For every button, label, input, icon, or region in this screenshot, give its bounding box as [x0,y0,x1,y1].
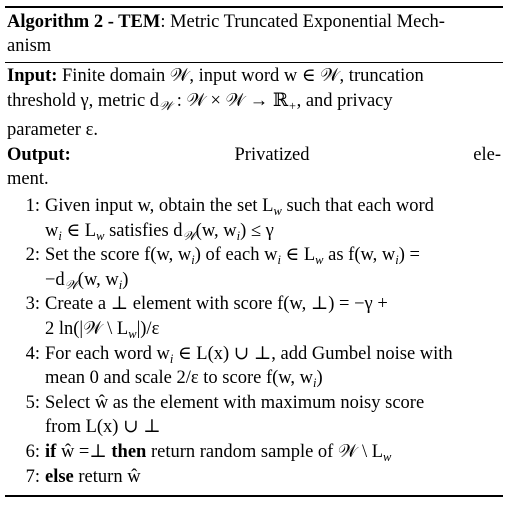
output-word-1: Privatized [234,144,310,165]
keyword-if: if [45,441,57,462]
input-sub-2: + [288,98,297,113]
input-line-1: Input: Finite domain 𝒲, input word w ∈ 𝒲… [7,64,501,89]
step-3: 3: Create a ⊥ element with score f(w, ⊥)… [5,292,503,341]
step-text: ŵ =⊥ [56,441,112,462]
input-label: Input: [7,66,58,86]
keyword-else: else [45,466,74,487]
step-number: 5: [25,392,40,413]
output-line-1: Output: Privatized ele- [7,143,501,168]
step-text: (w, w [77,269,119,290]
step-sub: i [169,351,174,366]
step-number: 4: [25,343,40,364]
step-text: ) [122,269,129,290]
step-2: 2: Set the score f(w, wi) of each wi ∈ L… [5,243,503,292]
step-number: 7: [25,466,40,487]
step-sub: i [277,253,281,268]
step-sub: i [191,253,195,268]
step-5-line-2: from L(x) ∪ ⊥ [45,417,161,438]
step-5: 5: Select ŵ as the element with maximum … [5,391,503,440]
step-7-line-1: else return ŵ [45,465,503,490]
step-3-line-1: Create a ⊥ element with score f(w, ⊥) = … [45,294,388,315]
step-text: ∈ L(x) ∪ ⊥, add Gumbel noise with [173,343,453,364]
output-line-2: ment. [7,169,49,189]
step-1-line-2: wi ∈ Lw satisfies d𝒲(w, wi) ≤ γ [45,219,503,244]
step-sub: i [395,253,399,268]
step-text: mean 0 and scale 2/ε to score f(w, w [45,368,314,389]
step-number: 3: [25,294,40,315]
step-2-line-2: −d𝒲(w, wi) [45,268,503,293]
step-sub: w [128,326,137,341]
input-sub-1: 𝒲 [159,98,173,113]
keyword-then: then [111,441,147,462]
step-text: (w, w [195,220,237,241]
step-sub: i [118,277,123,292]
step-text: return ŵ [73,466,141,487]
step-text: |)/ε [136,318,160,339]
input-text-2: threshold γ, metric d [7,90,160,111]
step-4-line-2: mean 0 and scale 2/ε to score f(w, wi) [45,366,503,391]
step-text: as f(w, w [323,245,396,266]
step-5-line-1: Select ŵ as the element with maximum noi… [45,392,425,413]
step-text: For each word w [45,343,170,364]
step-sub: i [236,228,241,243]
io-block: Input: Finite domain 𝒲, input word w ∈ 𝒲… [7,64,501,192]
step-sub: 𝒲 [64,277,78,292]
algorithm-title: : Metric Truncated Exponential Mech- [160,12,445,32]
step-sub: w [315,253,324,268]
bottom-rule [5,495,503,497]
step-6: 6: if ŵ =⊥ then return random sample of … [5,440,503,465]
step-number: 1: [25,196,40,216]
algorithm-steps: 1: Given input w, obtain the set Lw such… [5,194,503,489]
algorithm-label: Algorithm 2 - TEM [7,12,161,32]
input-text-2c: , and privacy [296,90,393,111]
step-4: 4: For each word wi ∈ L(x) ∪ ⊥, add Gumb… [5,342,503,391]
step-sub: w [383,449,392,464]
input-line-2: threshold γ, metric d𝒲 : 𝒲 × 𝒲 → ℝ+, and… [7,89,501,119]
step-text: ) of each w [194,245,278,266]
step-text: ) [316,368,323,389]
input-text-1: Finite domain 𝒲, input word w ∈ 𝒲, trunc… [57,66,424,86]
step-text: w [45,220,59,241]
input-text-2b: : 𝒲 × 𝒲 → ℝ [172,90,289,111]
step-text: such that each word [281,196,434,216]
output-word-2: ele- [473,144,501,165]
step-text: ) = [398,245,420,266]
step-7: 7: else return ŵ [5,465,503,490]
step-4-line-1: For each word wi ∈ L(x) ∪ ⊥, add Gumbel … [45,342,503,367]
algorithm-box: Algorithm 2 - TEM: Metric Truncated Expo… [5,6,503,497]
step-2-line-1: Set the score f(w, wi) of each wi ∈ Lw a… [45,243,503,268]
step-text: 2 ln(|𝒲 \ L [45,318,129,339]
algorithm-caption: Algorithm 2 - TEM: Metric Truncated Expo… [7,10,501,58]
step-text: ) ≤ γ [240,220,274,241]
output-label: Output: [7,144,71,165]
step-sub: w [96,228,105,243]
step-text: −d [45,269,65,290]
step-1: 1: Given input w, obtain the set Lw such… [5,194,503,243]
top-rule [5,6,503,8]
step-text: return random sample of 𝒲 \ L [146,441,384,462]
step-text: Set the score f(w, w [45,245,192,266]
algorithm-title-cont: anism [7,36,52,56]
step-6-line-1: if ŵ =⊥ then return random sample of 𝒲 \… [45,440,503,465]
step-3-line-2: 2 ln(|𝒲 \ Lw|)/ε [45,317,503,342]
step-sub: 𝒲 [182,228,196,243]
step-sub: w [273,204,282,218]
step-text: ∈ L [280,245,316,266]
step-number: 2: [25,245,40,266]
step-number: 6: [25,441,40,462]
middle-rule [5,62,503,64]
step-sub: i [58,228,62,243]
input-line-3: parameter ε. [7,120,98,140]
step-text: ∈ L [61,220,97,241]
step-text: Given input w, obtain the set L [45,196,274,216]
step-text: satisfies d [104,220,183,241]
step-1-line-1: Given input w, obtain the set Lw such th… [45,194,503,219]
step-sub: i [313,376,317,391]
